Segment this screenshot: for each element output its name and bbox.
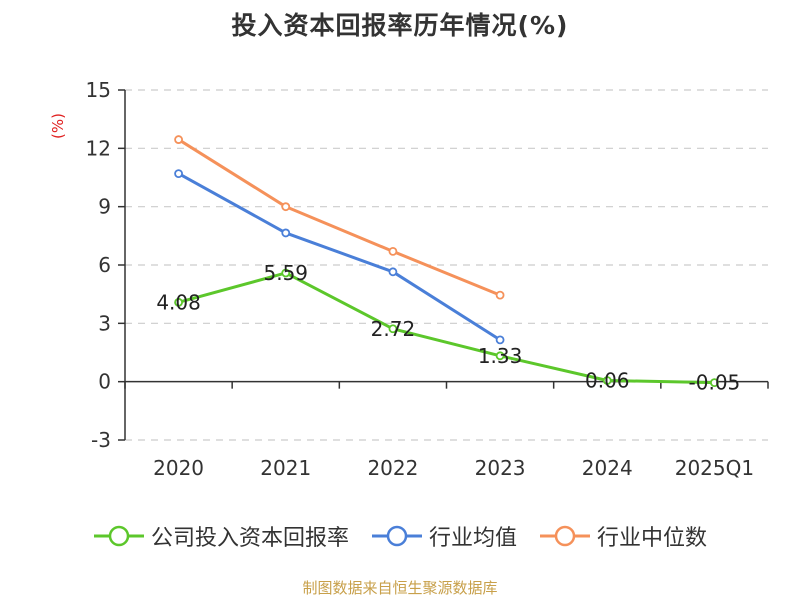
data-label: 2.72: [371, 317, 416, 341]
x-tick-label: 2021: [260, 456, 311, 480]
y-tick-label: 3: [98, 311, 111, 335]
y-tick-label: -3: [91, 428, 111, 452]
x-tick-label: 2023: [475, 456, 526, 480]
data-point: [710, 378, 719, 388]
data-point: [602, 376, 612, 385]
series-line: [177, 172, 501, 342]
data-point: [388, 267, 398, 277]
y-tick-label: 6: [98, 253, 111, 277]
data-point: [174, 297, 183, 307]
axes: 15 12 9 6 3 0 -3 2020 2021 2022 2023 2024 2025Q1: [86, 78, 769, 480]
x-tick-label: 2024: [582, 456, 633, 480]
legend-circle: [386, 525, 408, 547]
data-label: 1.33: [478, 344, 523, 368]
legend-item[interactable]: 行业均值: [371, 520, 517, 552]
legend-circle: [554, 525, 576, 547]
data-point: [281, 268, 291, 278]
x-tick-label: 2022: [367, 456, 418, 480]
series-line: [178, 271, 715, 385]
data-label: 5.59: [263, 261, 308, 285]
legend-item[interactable]: 公司投入资本回报率: [93, 520, 349, 552]
data-labels: 4.08 5.59 2.72 1.33 0.06 -0.05: [156, 261, 740, 395]
data-point: [495, 290, 505, 300]
data-point: [388, 324, 398, 334]
data-point: [281, 228, 291, 238]
legend-marker-icon: [93, 525, 144, 547]
data-point: [174, 135, 183, 144]
grid-lines: [125, 89, 768, 441]
y-tick-label: 9: [98, 195, 111, 219]
legend-label: 行业中位数: [597, 526, 708, 551]
data-label: 4.08: [156, 290, 201, 314]
legend-marker-icon: [371, 525, 422, 547]
legend-item[interactable]: 行业中位数: [539, 520, 707, 552]
legend-label: 行业均值: [428, 526, 517, 551]
y-axis-label: (%): [49, 113, 67, 139]
data-point: [281, 202, 291, 212]
x-tick-label: 2020: [153, 456, 204, 480]
series-lines: [174, 135, 719, 388]
y-tick-label: 12: [86, 136, 111, 160]
chart-title: 投入资本回报率历年情况(%): [231, 11, 569, 40]
series-line: [177, 138, 501, 297]
data-point: [495, 351, 505, 361]
legend-circle: [108, 525, 130, 547]
data-point: [495, 335, 505, 345]
data-label: -0.05: [689, 371, 741, 395]
x-tick-label: 2025Q1: [675, 456, 754, 480]
legend-label: 公司投入资本回报率: [150, 526, 349, 551]
data-point: [174, 169, 183, 179]
legend: 公司投入资本回报率 行业均值 行业中位数: [0, 520, 800, 552]
data-point: [388, 246, 398, 256]
data-label: 0.06: [585, 369, 630, 393]
y-tick-label: 0: [98, 370, 111, 394]
y-tick-label: 15: [86, 78, 111, 102]
legend-marker-icon: [540, 525, 590, 547]
source-note: 制图数据来自恒生聚源数据库: [302, 579, 498, 597]
